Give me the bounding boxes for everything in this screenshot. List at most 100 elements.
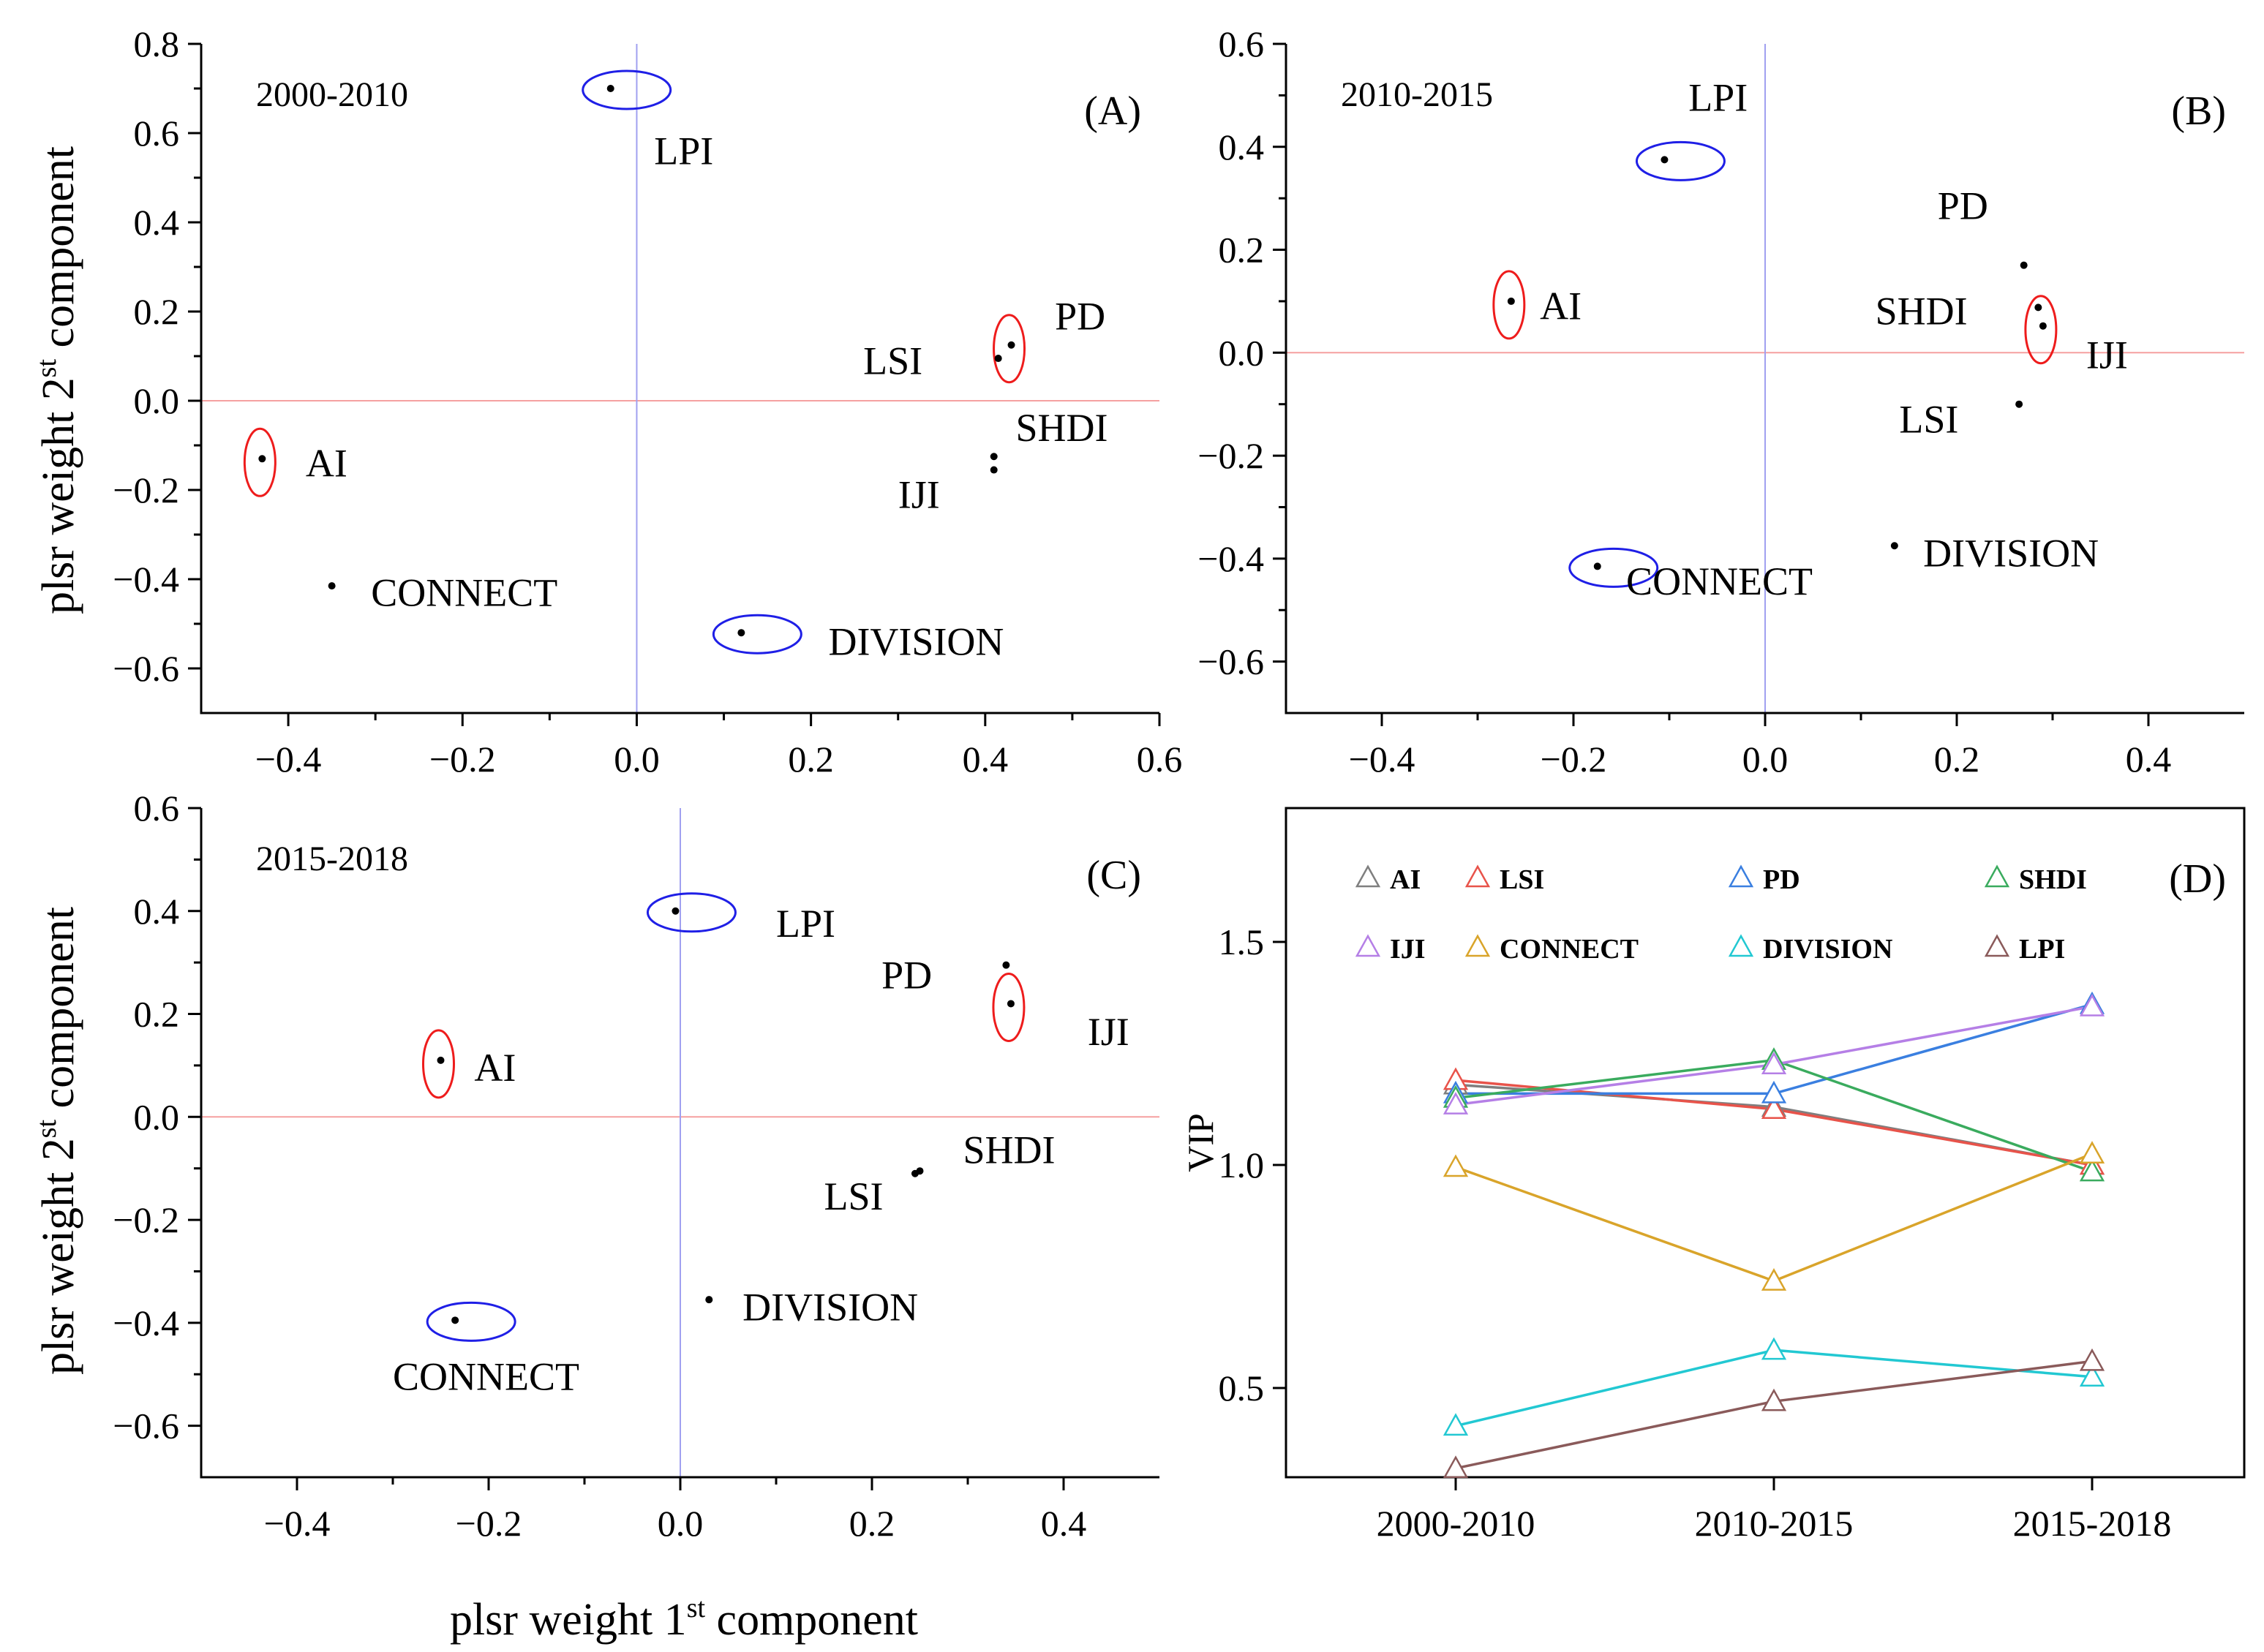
highlight-ellipse-blue bbox=[426, 1301, 516, 1342]
highlight-ellipse-red bbox=[993, 314, 1026, 384]
y-tick-label: −0.6 bbox=[113, 648, 179, 689]
x-tick-label: −0.4 bbox=[1349, 739, 1415, 780]
y-tick-label: 0.2 bbox=[1219, 230, 1265, 271]
x-tick-label: 0.0 bbox=[1742, 739, 1789, 780]
data-point bbox=[1507, 297, 1515, 305]
panel-d-vip-line-chart: 1.5 1.0 0.5 VIP 2000-2010 2010-2015 2015-2018 A… bbox=[1180, 807, 2246, 1544]
y-axis-title-bottom: plsr weight 2st component bbox=[31, 907, 83, 1375]
period-label: 2000-2010 bbox=[256, 75, 408, 114]
y-tick-label: −0.2 bbox=[1197, 435, 1264, 476]
series-marker bbox=[1728, 864, 1754, 888]
data-point bbox=[705, 1296, 713, 1304]
y-tick-label: 0.6 bbox=[134, 788, 180, 829]
highlight-ellipse-red bbox=[243, 427, 277, 497]
point-label: DIVISION bbox=[1923, 531, 2099, 575]
data-point bbox=[2039, 322, 2047, 330]
y-tick-label: 0.0 bbox=[1219, 332, 1265, 373]
point-label: CONNECT bbox=[1626, 559, 1813, 603]
y-tick-label: 0.4 bbox=[1219, 127, 1265, 167]
point-label: PD bbox=[1055, 294, 1105, 338]
x-tick-label: −0.2 bbox=[1541, 739, 1607, 780]
x-tick-label: −0.4 bbox=[255, 739, 322, 780]
series-line-division bbox=[1455, 1349, 2093, 1427]
point-label: SHDI bbox=[1876, 290, 1968, 333]
legend-label: AI bbox=[1390, 864, 1421, 895]
point-label: IJI bbox=[2086, 333, 2128, 377]
y-tick-label: 0.0 bbox=[134, 1096, 180, 1137]
data-point bbox=[994, 355, 1002, 363]
y-tick-label: −0.6 bbox=[1197, 641, 1264, 682]
data-point bbox=[990, 466, 998, 474]
x-tick-label: 2000-2010 bbox=[1377, 1503, 1535, 1544]
y-tick-label: −0.4 bbox=[113, 1302, 179, 1343]
point-label: DIVISION bbox=[828, 620, 1004, 664]
data-point bbox=[2015, 400, 2023, 408]
point-label: IJI bbox=[898, 472, 940, 516]
legend-label: LPI bbox=[2019, 934, 2065, 965]
data-point bbox=[328, 582, 336, 590]
data-point bbox=[2034, 303, 2042, 312]
data-point bbox=[1007, 1000, 1015, 1008]
point-label: AI bbox=[1540, 284, 1582, 328]
highlight-ellipse-blue bbox=[1568, 547, 1659, 588]
series-marker bbox=[2079, 1141, 2105, 1163]
series-marker bbox=[1761, 1388, 1787, 1411]
point-label: IJI bbox=[1088, 1010, 1129, 1054]
panel-tag: (D) bbox=[2169, 856, 2226, 902]
point-label: LSI bbox=[824, 1174, 884, 1218]
series-marker bbox=[2079, 993, 2105, 1017]
data-point bbox=[437, 1056, 445, 1064]
data-point bbox=[1002, 961, 1010, 969]
point-label: CONNECT bbox=[371, 571, 557, 615]
series-line-lpi bbox=[1455, 1359, 2093, 1470]
y-axis-title-top: plsr weight 2st component bbox=[31, 146, 83, 614]
x-tick-label: 0.4 bbox=[963, 739, 1009, 780]
highlight-ellipse-red bbox=[992, 972, 1026, 1042]
y-tick-label: −0.4 bbox=[1197, 538, 1264, 579]
data-point bbox=[2020, 261, 2028, 269]
panel-a-scatter: −0.4 −0.2 0.0 0.2 0.4 0.6 0.8 0.6 0.4 0.2 0.0 −0.2 −… bbox=[113, 23, 1182, 780]
highlight-ellipse-blue bbox=[1635, 140, 1726, 181]
x-tick-label: 0.0 bbox=[658, 1503, 704, 1544]
x-axis-title: plsr weight 1st component bbox=[450, 1593, 918, 1645]
point-label: AI bbox=[306, 442, 347, 486]
point-label: PD bbox=[1938, 184, 1988, 227]
series-marker bbox=[2079, 1348, 2105, 1371]
point-label: LPI bbox=[1688, 76, 1748, 120]
series-marker bbox=[1443, 1092, 1469, 1114]
y-tick-label: 0.0 bbox=[134, 380, 180, 421]
data-point bbox=[258, 455, 266, 463]
x-tick-label: −0.2 bbox=[456, 1503, 522, 1544]
panel-c-scatter: −0.4 −0.2 0.0 0.2 0.4 0.6 0.4 0.2 0.0 −0.2 −0.4 −0.… bbox=[113, 788, 1159, 1544]
y-tick-label: 0.6 bbox=[134, 113, 180, 154]
point-label: LSI bbox=[863, 339, 922, 382]
highlight-ellipse-red bbox=[1492, 270, 1526, 340]
highlight-ellipse-blue bbox=[582, 69, 672, 110]
y-tick-label: −0.6 bbox=[113, 1406, 179, 1447]
data-point bbox=[1593, 562, 1601, 570]
x-tick-label: 0.4 bbox=[2126, 739, 2172, 780]
y-tick-label: −0.2 bbox=[113, 469, 179, 510]
vip-axis-label: VIP bbox=[1180, 1113, 1221, 1172]
series-marker bbox=[1984, 934, 2010, 957]
series-marker bbox=[2079, 1158, 2105, 1182]
x-tick-label: 0.0 bbox=[614, 739, 660, 780]
data-point bbox=[990, 453, 998, 461]
legend-label: IJI bbox=[1390, 934, 1426, 965]
y-tick-label: 0.5 bbox=[1219, 1368, 1265, 1408]
point-label: SHDI bbox=[963, 1128, 1055, 1172]
point-label: LSI bbox=[1899, 397, 1958, 441]
y-tick-label: 0.2 bbox=[134, 994, 180, 1035]
plot-frame bbox=[1285, 807, 2246, 1479]
x-tick-label: 0.2 bbox=[849, 1503, 895, 1544]
data-point bbox=[606, 85, 614, 92]
highlight-ellipse-red bbox=[2024, 295, 2058, 365]
series-marker bbox=[1443, 1455, 1469, 1479]
axis-frame bbox=[200, 808, 1159, 1479]
data-point bbox=[451, 1316, 459, 1324]
y-tick-label: 0.4 bbox=[134, 202, 180, 243]
legend-label: LSI bbox=[1500, 864, 1544, 895]
point-label: AI bbox=[474, 1046, 516, 1090]
series-marker bbox=[1761, 1052, 1787, 1074]
